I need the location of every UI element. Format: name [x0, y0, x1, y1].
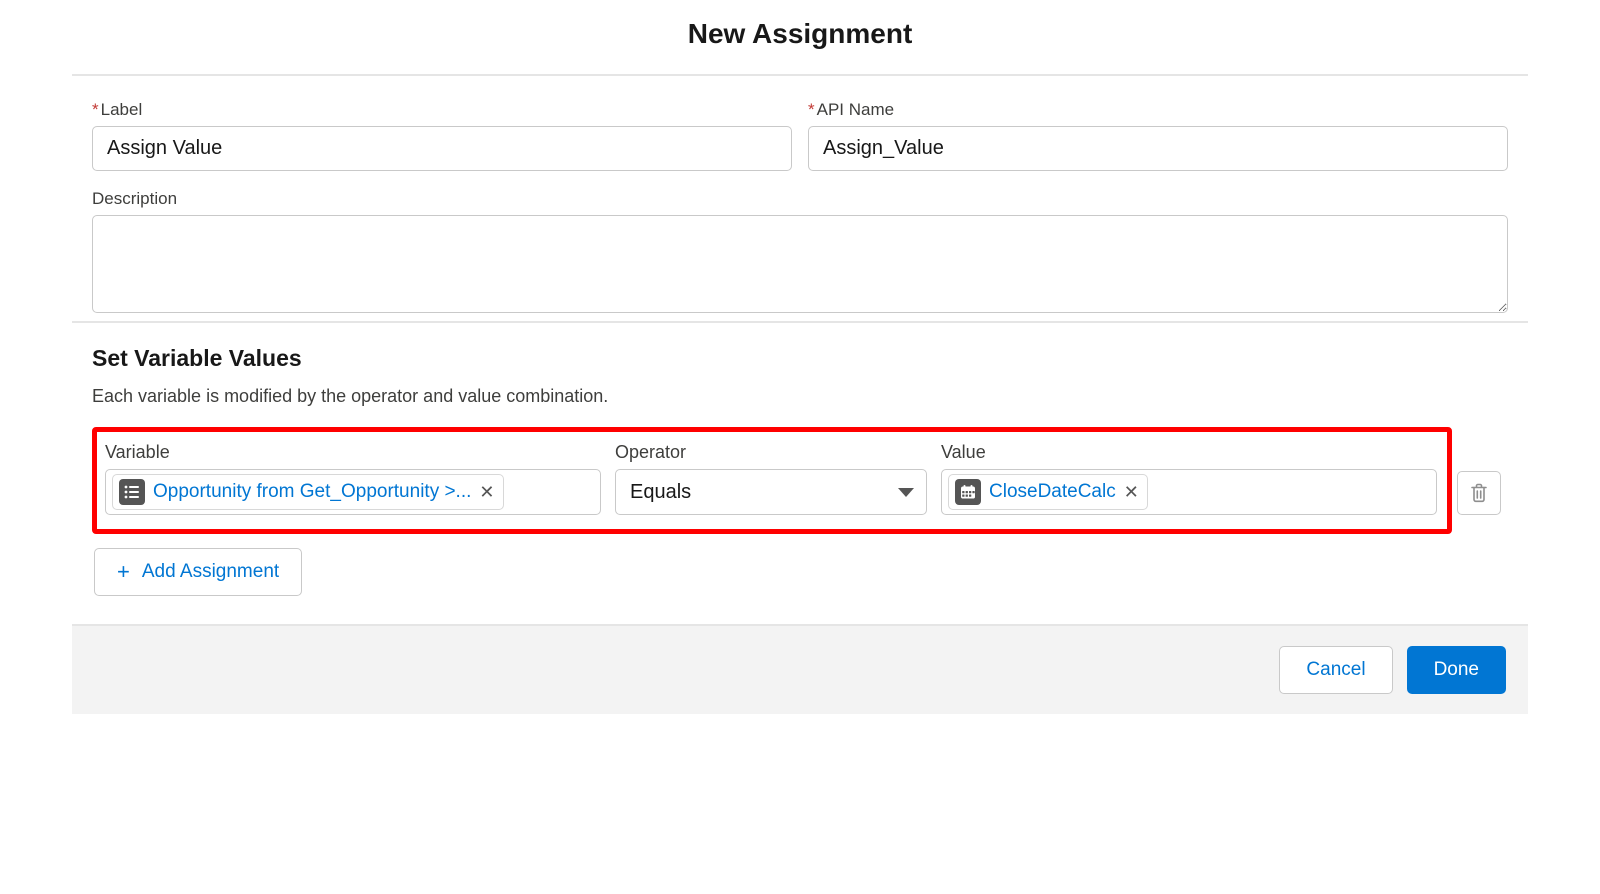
apiname-field-label: *API Name [808, 100, 1508, 120]
variable-input[interactable]: Opportunity from Get_Opportunity >... ✕ [105, 469, 601, 515]
apiname-input[interactable] [808, 126, 1508, 171]
plus-icon: + [117, 561, 130, 583]
variable-pill-remove-icon[interactable]: ✕ [479, 483, 494, 501]
row-label-apiname: *Label *API Name [92, 100, 1508, 171]
variable-col-label: Variable [105, 442, 601, 463]
value-column: Value CloseDateCalc ✕ [941, 442, 1437, 515]
new-assignment-modal: New Assignment *Label *API Name Descript… [72, 0, 1528, 714]
add-assignment-label: Add Assignment [142, 561, 279, 583]
value-input[interactable]: CloseDateCalc ✕ [941, 469, 1437, 515]
chevron-down-icon [898, 488, 914, 497]
operator-select[interactable]: Equals [615, 469, 927, 515]
section-title: Set Variable Values [92, 345, 1508, 372]
section-help: Each variable is modified by the operato… [92, 386, 1508, 407]
required-asterisk: * [92, 100, 99, 119]
field-label-col: *Label [92, 100, 792, 171]
trash-icon [1470, 483, 1488, 503]
description-input[interactable] [92, 215, 1508, 313]
variable-pill-text: Opportunity from Get_Opportunity >... [153, 481, 471, 503]
modal-footer: Cancel Done [72, 624, 1528, 714]
cancel-button[interactable]: Cancel [1279, 646, 1392, 694]
operator-column: Operator Equals [615, 442, 927, 515]
delete-row-button[interactable] [1457, 471, 1501, 515]
required-asterisk: * [808, 100, 815, 119]
form-body: *Label *API Name Description [72, 76, 1528, 313]
operator-select-value: Equals [630, 481, 691, 504]
value-pill[interactable]: CloseDateCalc ✕ [948, 474, 1148, 510]
field-description-col: Description [92, 189, 1508, 313]
modal-title: New Assignment [72, 18, 1528, 50]
description-field-label: Description [92, 189, 1508, 209]
value-col-label: Value [941, 442, 1437, 463]
label-field-label: *Label [92, 100, 792, 120]
field-apiname-col: *API Name [808, 100, 1508, 171]
assignment-row-highlight: Variable Opportunity from Get_Opportunit… [92, 427, 1452, 534]
operator-col-label: Operator [615, 442, 927, 463]
label-input[interactable] [92, 126, 792, 171]
value-pill-text: CloseDateCalc [989, 481, 1116, 503]
set-variable-values-section: Set Variable Values Each variable is mod… [72, 323, 1528, 596]
add-assignment-button[interactable]: + Add Assignment [94, 548, 302, 596]
done-button[interactable]: Done [1407, 646, 1506, 694]
modal-header: New Assignment [72, 0, 1528, 76]
variable-pill[interactable]: Opportunity from Get_Opportunity >... ✕ [112, 474, 504, 510]
variable-column: Variable Opportunity from Get_Opportunit… [105, 442, 601, 515]
value-pill-remove-icon[interactable]: ✕ [1124, 483, 1139, 501]
record-list-icon [119, 479, 145, 505]
date-icon [955, 479, 981, 505]
